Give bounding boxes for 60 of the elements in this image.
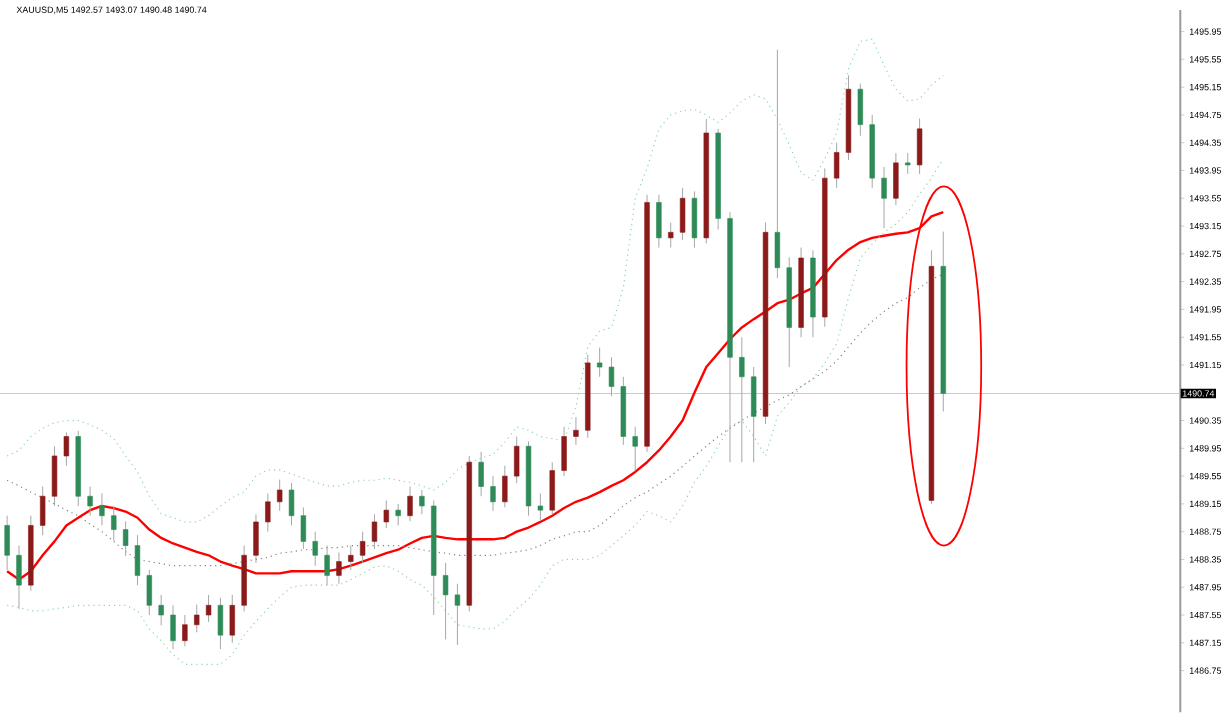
candlestick (490, 475, 496, 512)
candlestick (288, 482, 295, 527)
candlestick (881, 166, 887, 230)
candlestick (454, 583, 461, 646)
candlestick (679, 187, 686, 241)
line-series (6, 39, 944, 523)
candlestick (668, 222, 674, 249)
candlestick (478, 451, 484, 498)
candlestick (229, 594, 235, 644)
candlestick (194, 604, 200, 634)
candlestick (549, 462, 555, 516)
candlestick (537, 493, 544, 523)
candlestick (383, 500, 389, 530)
candlestick (16, 545, 22, 610)
candlestick (857, 83, 864, 137)
candlestick (134, 535, 141, 587)
candlestick (300, 507, 307, 550)
candlestick (442, 562, 449, 641)
candlestick (122, 521, 129, 557)
candlestick (40, 486, 46, 537)
candlestick (751, 366, 757, 464)
candlestick (395, 503, 401, 527)
candlestick (51, 446, 58, 507)
candlestick (359, 531, 366, 564)
candlestick (99, 493, 105, 527)
candlestick (277, 479, 283, 512)
candlestick (87, 486, 93, 517)
candlestick (774, 49, 781, 280)
candlestick (158, 594, 164, 627)
candlestick (561, 426, 567, 477)
candlestick (632, 426, 638, 472)
candlestick (739, 337, 745, 464)
candlestick (4, 515, 10, 571)
candlestick (182, 614, 188, 648)
candlestick (691, 191, 698, 249)
candlestick (348, 545, 354, 571)
candlestick (312, 531, 318, 567)
candlestick (407, 486, 413, 523)
candlestick (916, 118, 923, 175)
candlestick (324, 545, 330, 587)
candlestick (596, 347, 603, 378)
candlestick (205, 594, 212, 623)
candlestick (371, 514, 378, 550)
candlestick (573, 416, 579, 446)
candlestick (656, 194, 662, 249)
candlestick (514, 436, 520, 484)
candlestick (265, 493, 271, 533)
candlestick (217, 597, 224, 650)
candlestick (146, 569, 152, 616)
candlestick (893, 153, 899, 207)
candlestick (170, 605, 176, 650)
candlestick (336, 552, 342, 585)
candlestick (833, 142, 840, 189)
candlestick (63, 432, 70, 467)
candlestick (111, 505, 117, 542)
candlestick (905, 153, 911, 175)
candlestick (253, 514, 259, 564)
candlestick (608, 357, 615, 398)
candlestick (419, 489, 425, 516)
candlestick (502, 465, 508, 509)
